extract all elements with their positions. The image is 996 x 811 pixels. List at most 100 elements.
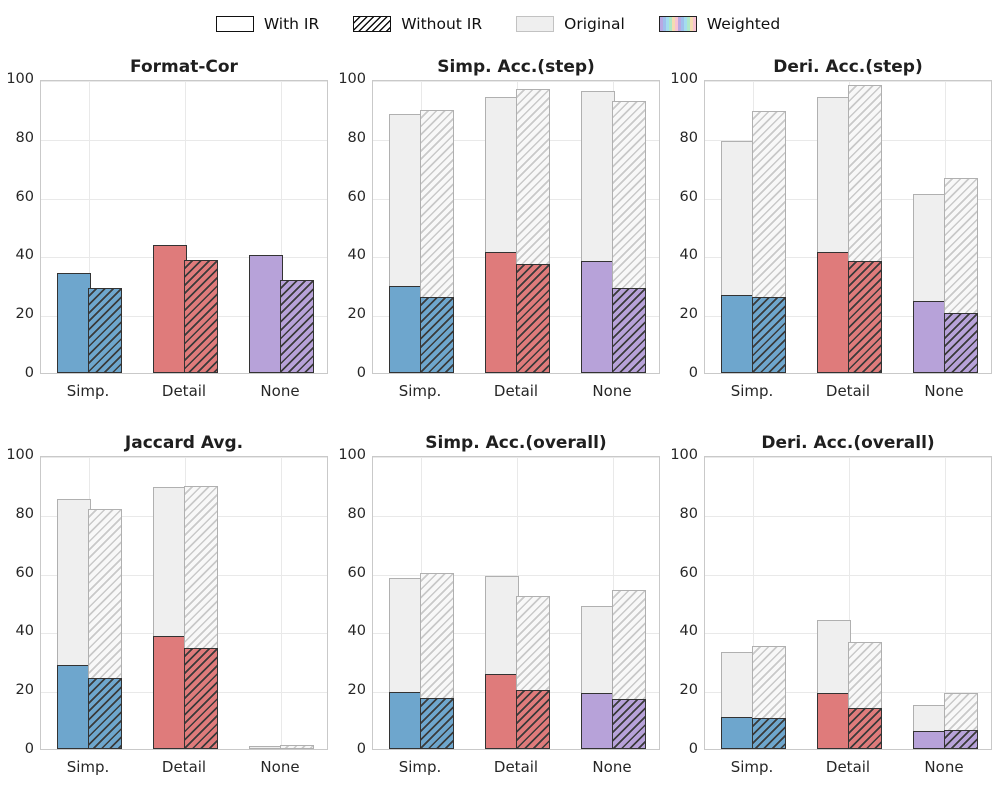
chart-title: Jaccard Avg. [124,433,244,453]
y-tick-label: 80 [15,505,34,522]
x-tick-label-detail: Detail [161,758,207,776]
y-axis: 0 20 40 60 80 100 [664,447,704,757]
subplot-deri-acc-overall: Deri. Acc.(overall) 0 20 40 60 80 100 Simp. Deta… [664,430,996,806]
gridline-horizontal [41,139,327,141]
bar-weighted-with-ir-none [913,300,947,373]
plot-area [372,456,660,750]
y-axis: 0 20 40 60 80 100 [0,447,40,757]
bar-weighted-without-ir-simp [88,287,122,373]
x-tick-label-none: None [260,758,300,776]
y-tick-label: 60 [347,188,366,205]
y-tick-label: 20 [679,682,698,699]
y-tick-label: 20 [15,682,34,699]
y-tick-label: 40 [347,623,366,640]
x-tick-label-detail: Detail [825,758,871,776]
x-axis: Simp. Detail None [372,374,660,404]
x-axis: Simp. Detail None [40,374,328,404]
y-tick-label: 40 [347,247,366,264]
x-tick-label-simp: Simp. [398,382,442,400]
x-axis: Simp. Detail None [704,374,992,404]
gridline-vertical [281,81,282,373]
bar-weighted-with-ir-detail [485,252,519,373]
legend-label-original: Original [564,15,625,33]
bar-weighted-without-ir-simp [752,296,786,373]
y-axis: 0 20 40 60 80 100 [332,447,372,757]
bar-weighted-with-ir-simp [57,665,91,749]
legend-item-original: Original [516,15,625,33]
bar-weighted-with-ir-none [249,255,283,373]
y-axis: 0 20 40 60 80 100 [0,71,40,381]
x-tick-label-detail: Detail [825,382,871,400]
subplot-deri-acc-step: Deri. Acc.(step) 0 20 40 60 80 100 Simp. Detail N… [664,54,996,430]
y-tick-label: 60 [679,188,698,205]
gridline-horizontal [705,515,991,517]
bar-weighted-with-ir-detail [153,635,187,749]
y-tick-label: 80 [15,129,34,146]
bar-weighted-with-ir-detail [817,693,851,749]
gridline-vertical [89,81,90,373]
bar-weighted-with-ir-none [581,693,615,749]
legend: With IR Without IR Original Weighted [0,8,996,40]
x-tick-label-simp: Simp. [66,758,110,776]
x-axis: Simp. Detail None [40,750,328,780]
bar-weighted-with-ir-simp [721,716,755,749]
x-tick-label-none: None [592,758,632,776]
y-tick-label: 40 [679,247,698,264]
bar-weighted-with-ir-detail [153,245,187,373]
plot-area [704,80,992,374]
bar-weighted-with-ir-detail [485,674,519,749]
bar-original-without-ir-none [280,744,314,749]
gridline-horizontal [41,198,327,200]
bar-weighted-without-ir-detail [516,264,550,373]
x-tick-label-detail: Detail [493,758,539,776]
bar-weighted-without-ir-none [280,280,314,373]
y-tick-label: 60 [347,564,366,581]
bar-weighted-without-ir-detail [848,261,882,373]
bar-weighted-with-ir-simp [389,286,423,373]
legend-swatch-with-ir-icon [215,16,254,32]
gridline-horizontal [41,457,327,458]
gridline-horizontal [373,515,659,517]
x-tick-label-simp: Simp. [730,758,774,776]
y-tick-label: 0 [688,741,698,757]
bar-weighted-with-ir-none [581,261,615,373]
subplot-jaccard-avg: Jaccard Avg. 0 20 40 60 80 100 Simp. Detail None [0,430,332,806]
x-tick-label-simp: Simp. [730,382,774,400]
bar-weighted-without-ir-detail [184,647,218,749]
x-axis: Simp. Detail None [704,750,992,780]
subplot-format-cor: Format-Cor 0 20 40 60 80 100 Simp. Detail None [0,54,332,430]
y-tick-label: 100 [670,71,698,87]
bar-weighted-without-ir-none [944,729,978,749]
y-tick-label: 0 [24,741,34,757]
y-tick-label: 40 [679,623,698,640]
x-tick-label-none: None [924,758,964,776]
x-tick-label-none: None [260,382,300,400]
legend-swatch-original-icon [516,16,555,32]
gridline-horizontal [705,457,991,458]
gridline-horizontal [41,81,327,82]
gridline-vertical [281,457,282,749]
y-tick-label: 20 [679,306,698,323]
y-tick-label: 100 [670,447,698,463]
y-tick-label: 40 [15,247,34,264]
bar-weighted-without-ir-detail [516,690,550,749]
y-tick-label: 0 [356,741,366,757]
y-tick-label: 100 [338,447,366,463]
y-tick-label: 80 [679,505,698,522]
gridline-vertical [945,457,946,749]
x-tick-label-simp: Simp. [398,758,442,776]
x-axis: Simp. Detail None [372,750,660,780]
bar-weighted-without-ir-none [612,699,646,749]
bar-weighted-with-ir-none [913,731,947,749]
legend-item-with-ir: With IR [215,15,320,33]
gridline-horizontal [373,574,659,576]
bar-original-without-ir-none [612,590,646,749]
plot-area [40,80,328,374]
y-tick-label: 40 [15,623,34,640]
y-tick-label: 20 [347,682,366,699]
y-tick-label: 0 [24,365,34,381]
bar-weighted-without-ir-simp [752,718,786,749]
legend-label-with-ir: With IR [263,15,320,33]
y-tick-label: 60 [679,564,698,581]
